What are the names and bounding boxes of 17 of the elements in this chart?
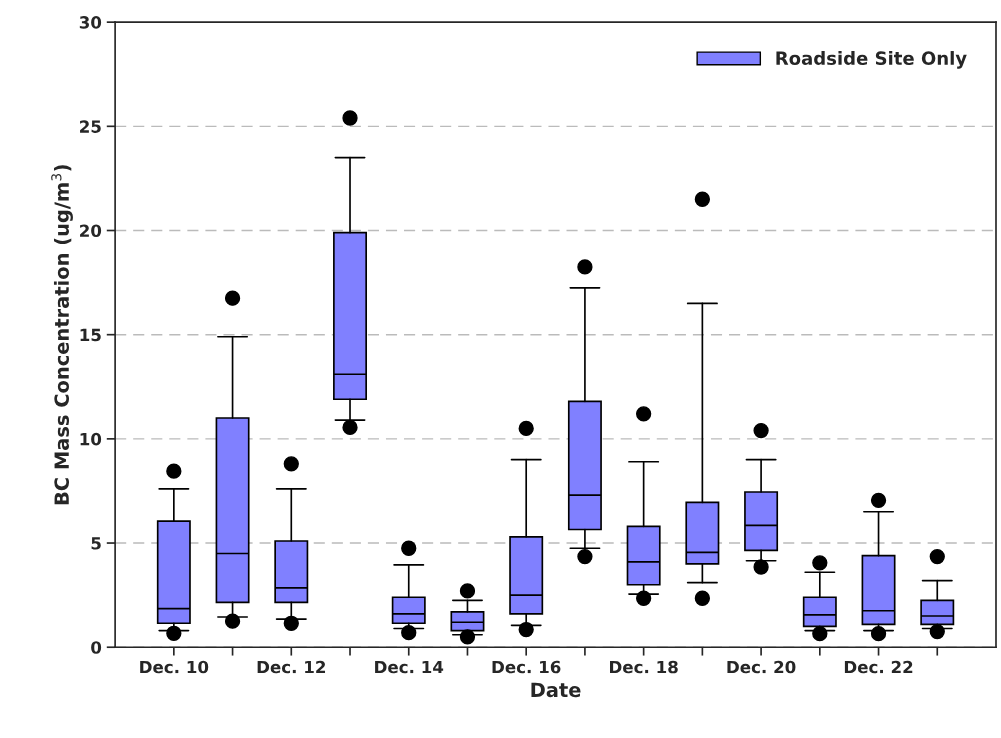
y-tick-label: 20 xyxy=(80,224,102,238)
x-tick-label: Dec. 22 xyxy=(844,660,913,674)
x-tick-label: Dec. 18 xyxy=(610,660,678,674)
x-tick-label: Dec. 16 xyxy=(492,660,561,674)
y-tick-label: 25 xyxy=(80,120,101,133)
x-tick-label: Dec. 12 xyxy=(257,660,326,674)
y-axis-title: BC Mass Concentration (ug/m$^{3}$) xyxy=(51,165,73,505)
y-tick-label: 0 xyxy=(91,641,102,654)
y-tick-label: 5 xyxy=(91,537,101,550)
x-tick-label: Dec. 10 xyxy=(140,660,209,674)
x-tick-label: Dec. 20 xyxy=(727,660,796,674)
y-tick-label: 30 xyxy=(79,16,102,29)
y-tick-label: 15 xyxy=(80,328,101,342)
x-axis-title: Date xyxy=(531,682,581,698)
legend-label: Roadside Site Only xyxy=(776,51,967,69)
y-tick-label: 10 xyxy=(80,432,102,446)
x-tick-label: Dec. 14 xyxy=(375,660,444,674)
